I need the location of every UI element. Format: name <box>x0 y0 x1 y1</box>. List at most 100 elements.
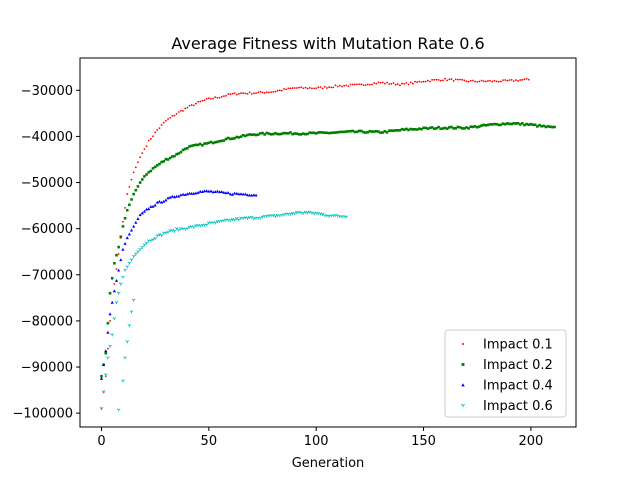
data-point <box>467 80 470 83</box>
data-point <box>368 83 371 86</box>
data-point <box>245 193 250 197</box>
data-point <box>138 247 142 252</box>
data-point <box>230 192 235 196</box>
data-point <box>100 374 103 378</box>
data-point <box>478 125 481 128</box>
legend-marker <box>461 383 465 387</box>
data-point <box>338 84 341 87</box>
data-point <box>289 131 292 134</box>
data-point <box>132 192 135 196</box>
data-point <box>544 125 548 129</box>
data-point <box>525 77 528 80</box>
data-point <box>210 97 212 100</box>
data-point <box>121 247 125 251</box>
data-point <box>308 131 312 134</box>
data-point <box>129 258 134 262</box>
data-point <box>158 162 161 166</box>
data-point <box>254 133 258 137</box>
data-point <box>514 122 518 125</box>
data-point <box>173 114 176 117</box>
data-point <box>403 82 406 85</box>
data-point <box>152 135 154 138</box>
data-point <box>379 131 382 134</box>
data-point <box>123 216 127 220</box>
data-point <box>176 228 181 232</box>
data-point <box>119 258 123 262</box>
data-point <box>127 232 131 236</box>
data-point <box>116 291 121 295</box>
data-point <box>420 127 423 131</box>
x-tick-label: 50 <box>201 434 218 449</box>
data-point <box>145 145 148 148</box>
data-point <box>113 283 116 285</box>
data-point <box>148 239 153 243</box>
data-point <box>319 86 322 88</box>
plot-frame <box>79 57 577 428</box>
data-point <box>228 192 232 196</box>
data-point <box>226 191 230 194</box>
data-point <box>320 212 325 216</box>
data-point <box>342 130 346 134</box>
data-point <box>473 125 477 128</box>
data-point <box>274 132 277 135</box>
data-point <box>196 191 200 194</box>
data-point <box>454 127 458 130</box>
data-point <box>347 85 350 88</box>
data-point <box>233 136 236 140</box>
data-point <box>231 137 234 140</box>
data-point <box>123 242 127 245</box>
data-point <box>521 78 524 81</box>
data-point <box>444 77 446 80</box>
data-point <box>106 356 110 360</box>
x-tick-label: 100 <box>304 434 329 449</box>
data-point <box>448 78 451 81</box>
data-point <box>445 127 449 130</box>
data-point <box>517 80 519 82</box>
data-point <box>417 127 421 130</box>
data-point <box>510 122 513 126</box>
data-point <box>503 122 507 126</box>
data-point <box>110 300 114 304</box>
data-point <box>461 78 464 81</box>
data-point <box>328 86 330 89</box>
data-point <box>456 125 460 129</box>
series-impact-0-6 <box>99 210 349 412</box>
data-point <box>166 230 170 234</box>
data-point <box>211 141 215 145</box>
data-point <box>527 78 530 81</box>
data-point <box>115 253 118 257</box>
data-point <box>254 193 258 197</box>
data-point <box>540 124 543 128</box>
data-point <box>137 161 139 164</box>
data-point <box>482 80 485 83</box>
data-point <box>123 356 127 360</box>
data-point <box>553 125 556 129</box>
data-point <box>188 104 191 107</box>
data-point <box>379 81 382 84</box>
data-point <box>347 129 350 133</box>
data-point <box>273 215 278 219</box>
data-point <box>159 200 164 204</box>
data-point <box>239 135 243 138</box>
data-point <box>263 92 266 94</box>
data-point <box>136 217 140 220</box>
data-point <box>263 133 266 136</box>
data-point <box>117 268 121 272</box>
data-point <box>175 194 179 198</box>
data-point <box>205 189 209 193</box>
data-point <box>118 282 123 286</box>
data-point <box>140 245 145 249</box>
data-point <box>326 87 328 89</box>
data-point <box>343 84 346 87</box>
data-point <box>216 96 219 99</box>
data-point <box>321 131 324 134</box>
data-point <box>405 127 408 131</box>
data-point <box>198 142 202 146</box>
data-point <box>358 83 361 86</box>
data-point <box>298 86 300 89</box>
data-point <box>420 81 423 83</box>
data-point <box>422 80 425 83</box>
data-point <box>195 102 197 105</box>
data-point <box>286 132 290 135</box>
data-point <box>293 87 296 89</box>
